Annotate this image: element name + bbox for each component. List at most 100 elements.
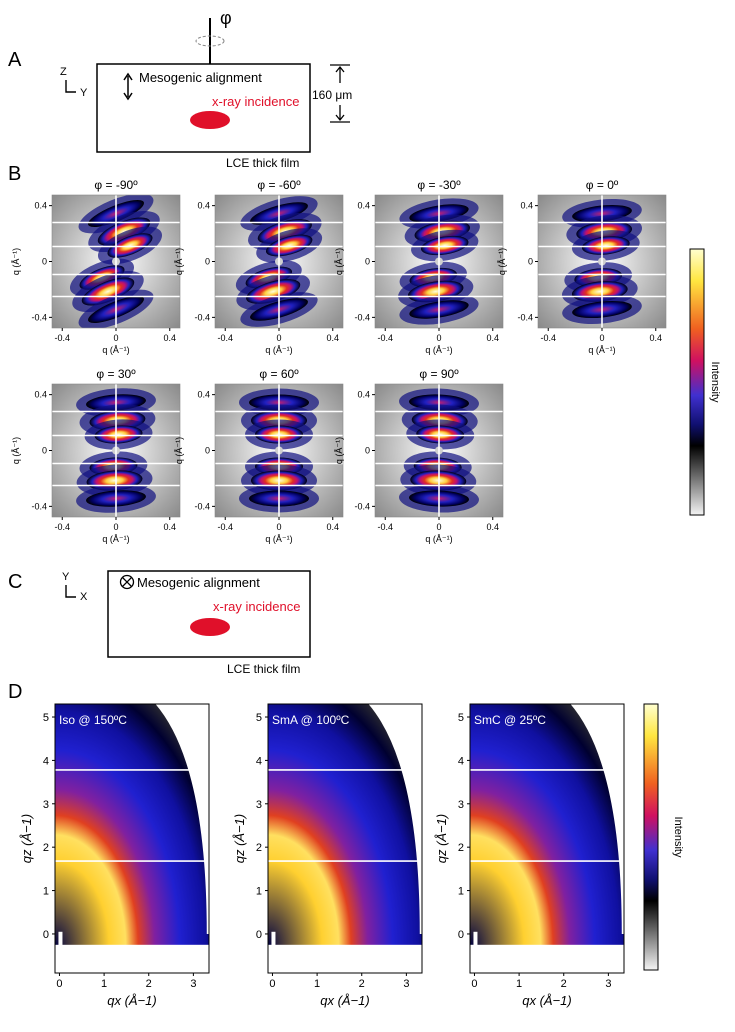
y-tick-label: 3 bbox=[43, 799, 49, 811]
y-tick-label: 0.4 bbox=[197, 201, 210, 211]
x-tick-label: 0.4 bbox=[650, 333, 663, 343]
x-tick-label: 0.4 bbox=[487, 333, 500, 343]
panel-c-diagram: Y X Mesogenic alignment x-ray incidence … bbox=[62, 570, 311, 676]
x-axis-label: qx (Å−1) bbox=[320, 993, 370, 1008]
panel-label-a: A bbox=[8, 49, 22, 71]
y-axis-label: q (Å⁻¹) bbox=[174, 437, 184, 464]
waxs-plot-frame bbox=[54, 703, 210, 974]
film-label-c: LCE thick film bbox=[227, 662, 300, 676]
saxs-plot-title: φ = 0º bbox=[586, 178, 619, 192]
y-tick-label: 0.4 bbox=[357, 201, 370, 211]
x-tick-label: 0.4 bbox=[327, 522, 340, 532]
y-tick-label: 0 bbox=[256, 929, 262, 941]
x-tick-label: 0 bbox=[436, 522, 441, 532]
y-tick-label: 2 bbox=[458, 842, 464, 854]
y-axis-label: qz (Å−1) bbox=[232, 814, 247, 864]
lobe bbox=[94, 425, 143, 444]
y-tick-label: 0 bbox=[42, 446, 47, 456]
x-axis-label: q (Å⁻¹) bbox=[425, 345, 452, 355]
x-tick-label: 0.4 bbox=[327, 333, 340, 343]
scattering-lobes bbox=[375, 195, 503, 328]
saxs-plot: φ = 60º -0.4 0 0.4 q (Å⁻¹) 0.4 0 -0.4 q (Å⁻¹) bbox=[174, 367, 344, 544]
x-tick-label: 0 bbox=[113, 522, 118, 532]
x-tick-label: 0.4 bbox=[164, 522, 177, 532]
y-tick-label: 1 bbox=[43, 886, 49, 898]
x-tick-label: 1 bbox=[516, 978, 522, 990]
rotation-arrow-icon bbox=[195, 35, 225, 47]
x-tick-label: 1 bbox=[101, 978, 107, 990]
waxs-plot-title: SmC @ 25ºC bbox=[474, 713, 546, 727]
panel-a-diagram: φ Z Y Mesogenic alignment x-ray incidenc… bbox=[60, 8, 352, 170]
waxs-plot-frame bbox=[469, 703, 625, 974]
panel-b-colorbar: Intensity bbox=[689, 248, 721, 516]
y-tick-label: 5 bbox=[458, 712, 464, 724]
x-axis-label: q (Å⁻¹) bbox=[265, 534, 292, 544]
saxs-plot: φ = -90º -0.4 0 0.4 q (Å⁻¹) 0.4 0 -0.4 q (Å⁻¹) bbox=[11, 178, 181, 355]
saxs-plot: φ = 90º -0.4 0 0.4 q (Å⁻¹) 0.4 0 -0.4 q (Å⁻¹) bbox=[334, 367, 504, 544]
y-tick-label: -0.4 bbox=[31, 312, 47, 322]
x-tick-label: 1 bbox=[314, 978, 320, 990]
waxs-plot: SmC @ 25ºC 0 1 2 3 0 1 2 3 4 5 qx (Å−1) qz (Å−1) bbox=[434, 703, 625, 1008]
x-tick-label: 3 bbox=[605, 978, 611, 990]
scattering-lobes bbox=[538, 195, 666, 328]
y-tick-label: -0.4 bbox=[354, 501, 370, 511]
lobe bbox=[416, 425, 465, 444]
alignment-label-c: Mesogenic alignment bbox=[137, 575, 260, 590]
y-tick-label: 0.4 bbox=[197, 390, 210, 400]
y-tick-label: 4 bbox=[256, 755, 262, 767]
y-tick-label: 0 bbox=[365, 257, 370, 267]
y-axis-label: q (Å⁻¹) bbox=[334, 437, 344, 464]
film-label: LCE thick film bbox=[226, 156, 299, 170]
below-horizon bbox=[470, 944, 624, 973]
panel-d-colorbar: Intensity bbox=[643, 703, 684, 971]
x-tick-label: 0 bbox=[471, 978, 477, 990]
waxs-plot-frame bbox=[267, 703, 423, 974]
alignment-label: Mesogenic alignment bbox=[139, 70, 262, 85]
y-tick-label: 1 bbox=[458, 886, 464, 898]
x-tick-label: 2 bbox=[359, 978, 365, 990]
xray-label: x-ray incidence bbox=[212, 94, 299, 109]
y-tick-label: 0.4 bbox=[34, 201, 47, 211]
saxs-plot-title: φ = 90º bbox=[419, 367, 459, 381]
waxs-image bbox=[55, 704, 209, 973]
scattering-lobes bbox=[52, 195, 180, 328]
detector-edge bbox=[570, 704, 624, 934]
beamstop bbox=[58, 931, 63, 950]
colorbar-d-label: Intensity bbox=[672, 817, 684, 858]
y-tick-label: 0 bbox=[365, 446, 370, 456]
y-tick-label: 3 bbox=[458, 799, 464, 811]
colorbar-b bbox=[689, 248, 705, 516]
x-tick-label: 0 bbox=[276, 333, 281, 343]
x-tick-label: 0 bbox=[56, 978, 62, 990]
y-axis-label: q (Å⁻¹) bbox=[11, 248, 21, 275]
y-tick-label: 2 bbox=[43, 842, 49, 854]
xray-label-c: x-ray incidence bbox=[213, 599, 300, 614]
x-axis-label: qx (Å−1) bbox=[107, 993, 157, 1008]
x-tick-label: -0.4 bbox=[377, 333, 393, 343]
lobe bbox=[246, 279, 301, 304]
x-tick-label: -0.4 bbox=[217, 522, 233, 532]
saxs-plot: φ = 30º -0.4 0 0.4 q (Å⁻¹) 0.4 0 -0.4 q (Å⁻¹) bbox=[11, 367, 181, 544]
waxs-plot: SmA @ 100ºC 0 1 2 3 0 1 2 3 4 5 qx (Å−1) qz (Å−1) bbox=[232, 703, 423, 1008]
x-tick-label: 0 bbox=[269, 978, 275, 990]
y-tick-label: 1 bbox=[256, 886, 262, 898]
phi-symbol: φ bbox=[220, 8, 232, 28]
into-page-icon bbox=[119, 574, 135, 590]
y-tick-label: 4 bbox=[458, 755, 464, 767]
x-axis-label: q (Å⁻¹) bbox=[265, 345, 292, 355]
xray-spot-c bbox=[190, 618, 230, 636]
saxs-plot-title: φ = 30º bbox=[96, 367, 136, 381]
axis-x-label-c: X bbox=[80, 591, 88, 603]
y-tick-label: 0.4 bbox=[357, 390, 370, 400]
detector-edge bbox=[155, 704, 209, 934]
thickness-bracket bbox=[330, 64, 350, 123]
panel-label-b: B bbox=[8, 163, 21, 185]
panel-b-saxs-grid: φ = -90º-0.4 0 0.4q (Å⁻¹)0.40-0.4q (Å⁻¹)φ … bbox=[11, 178, 667, 544]
saxs-plot: φ = -30º -0.4 0 0.4 q (Å⁻¹) 0.4 0 -0.4 q (Å⁻¹) bbox=[334, 178, 504, 355]
y-tick-label: 0 bbox=[205, 257, 210, 267]
x-axis-label: q (Å⁻¹) bbox=[588, 345, 615, 355]
x-tick-label: -0.4 bbox=[217, 333, 233, 343]
y-tick-label: 0 bbox=[458, 929, 464, 941]
waxs-image bbox=[268, 704, 422, 973]
